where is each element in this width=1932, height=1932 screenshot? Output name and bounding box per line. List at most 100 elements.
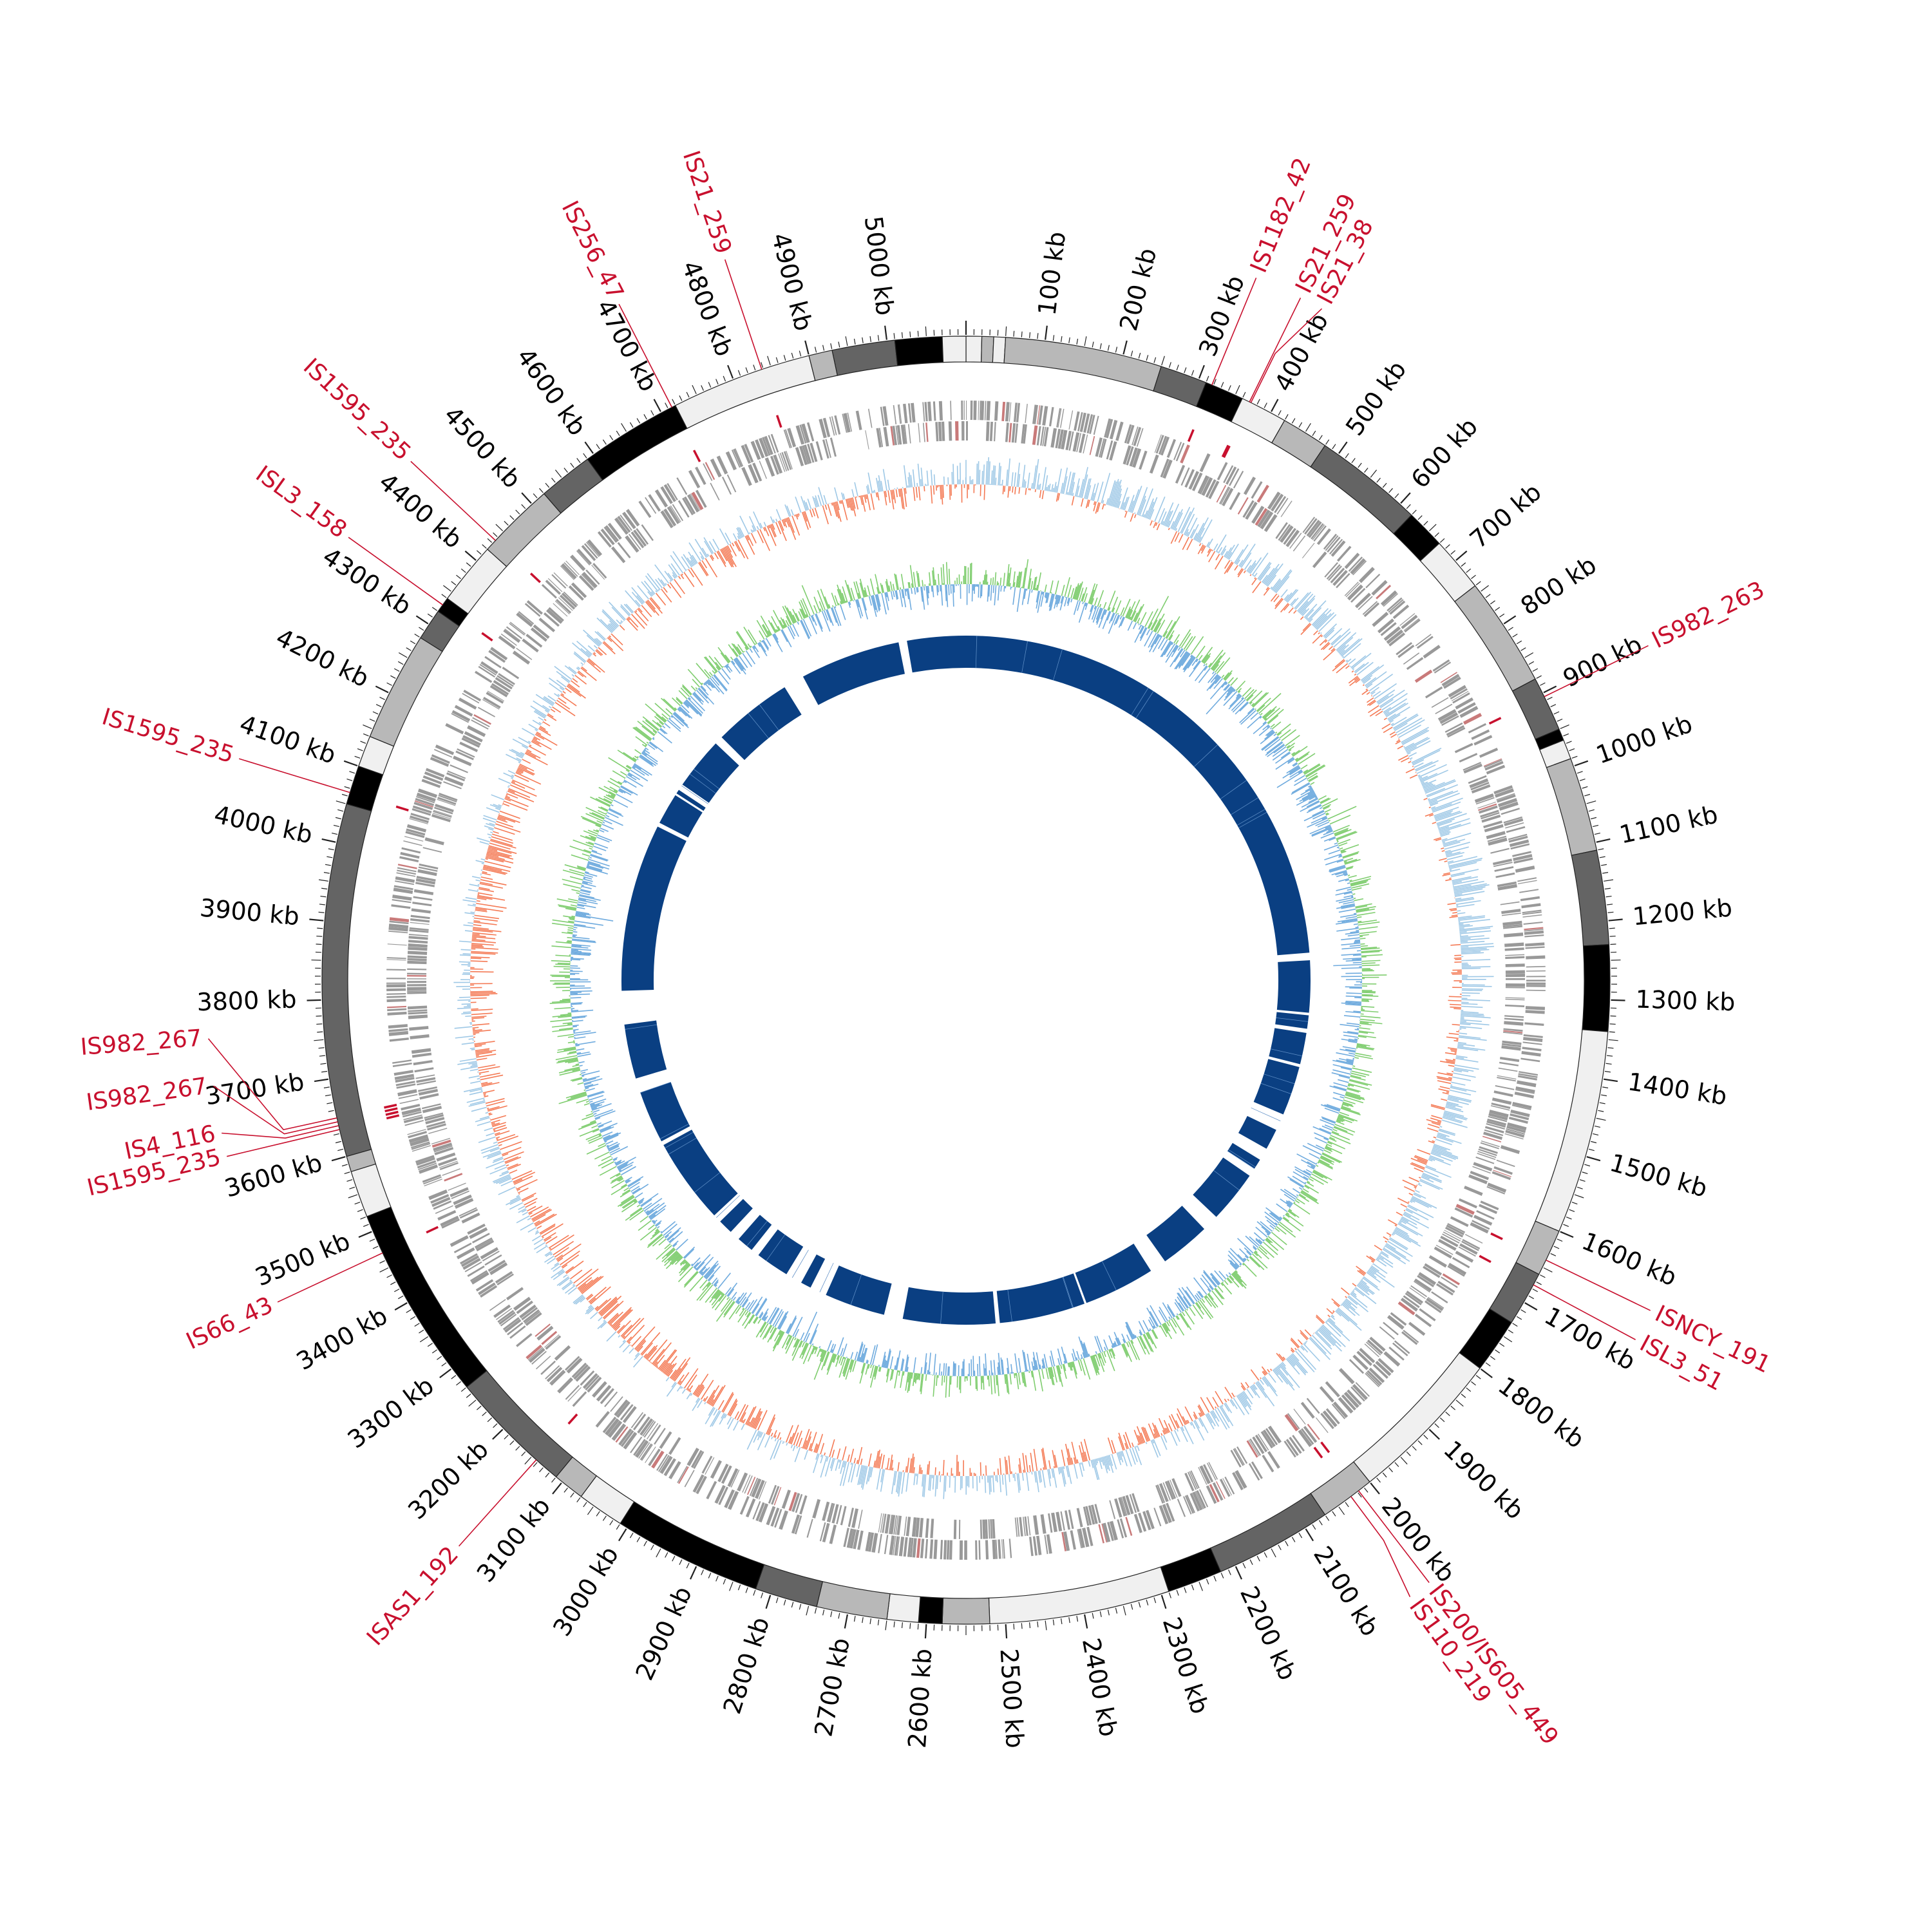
- gene-feature: [1472, 1166, 1491, 1174]
- gc-skew-bar: [511, 774, 515, 777]
- gc-content-bar: [1306, 805, 1322, 813]
- gc-content-bar: [1315, 1144, 1325, 1150]
- gc-skew-bar: [531, 739, 540, 745]
- minor-tick: [1107, 1609, 1110, 1616]
- gene-feature: [1265, 1428, 1278, 1446]
- gene-feature: [1249, 1438, 1262, 1456]
- gene-feature: [1237, 497, 1249, 515]
- gene-feature: [581, 574, 596, 589]
- gc-skew-bar: [533, 1238, 544, 1245]
- gene-feature: [1439, 712, 1459, 724]
- minor-tick: [616, 1524, 620, 1530]
- gene-feature: [1503, 1031, 1523, 1035]
- gc-skew-bar: [1434, 1144, 1450, 1151]
- gc-skew-bar: [1461, 949, 1490, 952]
- gc-skew-bar: [1137, 1443, 1139, 1446]
- gene-feature: [473, 714, 491, 725]
- gc-skew-bar: [764, 526, 770, 536]
- gene-feature: [799, 446, 808, 466]
- gc-content-bar: [1336, 840, 1339, 842]
- gene-feature: [1447, 1223, 1466, 1233]
- gc-skew-bar: [1315, 613, 1332, 629]
- gc-skew-bar: [1215, 1390, 1224, 1405]
- gc-skew-bar: [770, 524, 777, 537]
- gene-feature: [1481, 812, 1500, 820]
- minor-tick: [1579, 1179, 1586, 1182]
- gene-feature: [1493, 1090, 1513, 1097]
- gc-skew-bar: [478, 1064, 496, 1069]
- gc-skew-bar: [477, 896, 493, 900]
- gc-skew-bar: [1352, 668, 1355, 670]
- gc-skew-bar: [1448, 1065, 1455, 1067]
- gc-skew-bar: [826, 1456, 829, 1462]
- minor-tick: [564, 1487, 568, 1493]
- gc-skew-bar: [1294, 592, 1309, 609]
- gc-skew-bar: [634, 1326, 656, 1350]
- gene-feature: [1504, 1015, 1524, 1018]
- gc-skew-bar: [587, 659, 595, 666]
- minor-tick: [1490, 1356, 1495, 1360]
- major-tick: [1428, 1428, 1440, 1440]
- gene-feature: [568, 585, 584, 601]
- gc-skew-bar: [1380, 699, 1394, 708]
- gc-skew-bar: [1265, 563, 1283, 586]
- gc-skew-bar: [1449, 916, 1458, 918]
- minor-tick: [1516, 640, 1522, 645]
- gene-feature: [423, 1176, 442, 1185]
- gc-skew-bar: [478, 1136, 496, 1143]
- major-tick: [439, 1368, 452, 1378]
- gc-skew-bar: [714, 552, 719, 560]
- gene-feature: [1117, 1519, 1124, 1539]
- gene-feature: [1501, 909, 1521, 914]
- gene-feature: [395, 1081, 415, 1086]
- gene-feature: [1121, 1497, 1128, 1516]
- gc-skew-bar: [790, 1425, 799, 1444]
- gene-feature: [744, 1475, 753, 1494]
- gc-skew-bar: [635, 1339, 646, 1350]
- gc-skew-bar: [607, 624, 615, 632]
- gc-skew-bar: [1214, 556, 1224, 570]
- gc-skew-bar: [471, 945, 484, 948]
- gc-skew-bar: [471, 952, 496, 955]
- gc-skew-bar: [1403, 1186, 1415, 1192]
- gc-skew-bar: [1303, 1342, 1307, 1345]
- gc-skew-bar: [547, 1258, 556, 1265]
- gene-feature: [1505, 987, 1525, 989]
- gc-skew-bar: [854, 482, 858, 497]
- gene-feature: [610, 1396, 623, 1412]
- gc-skew-bar: [1130, 513, 1134, 522]
- gc-skew-bar: [1396, 1226, 1408, 1235]
- gc-content-bar: [1359, 1023, 1372, 1026]
- gene-feature: [935, 422, 939, 442]
- gc-skew-bar: [509, 749, 524, 757]
- gc-skew-bar: [1153, 1439, 1161, 1456]
- gc-content-bar: [1340, 850, 1345, 853]
- gc-skew-bar: [1403, 1213, 1412, 1218]
- gene-feature: [1464, 1186, 1483, 1196]
- gene-feature: [1468, 1174, 1488, 1184]
- major-tick: [844, 1614, 848, 1629]
- gene-feature: [893, 1536, 896, 1555]
- gene-feature: [724, 1489, 735, 1508]
- gene-feature: [1487, 835, 1507, 842]
- gc-content-bar: [1146, 629, 1151, 636]
- gc-skew-bar: [535, 728, 538, 732]
- gc-skew-bar: [603, 1300, 624, 1320]
- gc-skew-bar: [1350, 655, 1367, 668]
- gc-content-bar: [1349, 945, 1361, 947]
- gene-feature: [625, 509, 640, 527]
- minor-tick: [1591, 817, 1597, 820]
- gc-skew-bar: [480, 876, 493, 880]
- gc-skew-bar: [488, 846, 512, 854]
- gc-content-bar: [1348, 1084, 1354, 1087]
- gene-feature: [1326, 564, 1341, 580]
- minor-tick: [1388, 1467, 1393, 1473]
- gc-skew-bar: [671, 1381, 676, 1388]
- gc-skew-bar: [476, 1054, 497, 1058]
- minor-tick: [360, 741, 366, 744]
- gc-skew-bar: [576, 667, 580, 670]
- gene-feature: [812, 1499, 821, 1519]
- gc-skew-bar: [1443, 839, 1457, 845]
- gc-skew-bar: [1095, 1458, 1099, 1464]
- gene-feature: [1484, 1126, 1504, 1133]
